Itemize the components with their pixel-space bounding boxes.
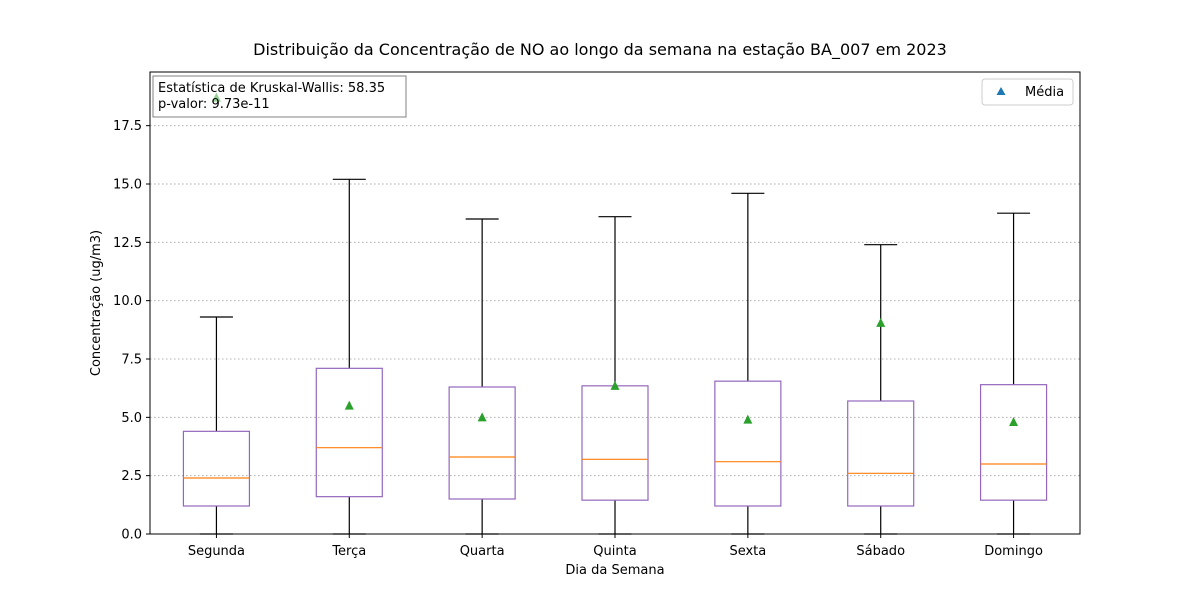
y-tick-label: 2.5 [121,469,142,484]
x-tick-label: Quarta [460,544,505,559]
box-plot-sábado [847,244,915,535]
x-tick-label: Quinta [593,544,636,559]
stats-annotation-line1: Estatística de Kruskal-Wallis: 58.35 [158,81,385,96]
stats-annotation: Estatística de Kruskal-Wallis: 58.35 p-v… [152,75,407,118]
box-plots [182,92,1048,535]
iqr-box [847,400,915,507]
box-plot-quarta [448,218,516,535]
mean-marker [743,414,753,424]
plot-frame [149,71,1081,535]
x-axis-label: Dia da Semana [565,563,664,578]
y-tick-label: 15.0 [113,178,142,193]
box-plot-segunda [182,92,251,535]
iqr-box [979,384,1048,501]
y-tick-label: 7.5 [121,353,142,368]
legend-marker-triangle [996,87,1006,95]
mean-marker [610,380,620,390]
iqr-box [315,367,383,498]
x-tick-label: Sábado [856,544,905,559]
mean-marker [477,412,487,422]
stats-annotation-box [152,75,407,118]
x-axis: Segunda Terça Quarta Quinta Sexta Sábado Domin… [188,534,1043,559]
y-tick-label: 10.0 [113,294,142,309]
legend-box [981,78,1074,106]
y-tick-label: 5.0 [121,411,142,426]
x-tick-label: Segunda [188,544,245,559]
legend: Média [981,78,1074,106]
y-axis: 0.0 2.5 5.0 7.5 10.0 12.5 15.0 17.5 [113,119,150,543]
y-axis-label: Concentração (ug/m3) [89,230,104,376]
iqr-box [581,385,649,501]
box-plot-sexta [714,192,782,535]
x-tick-label: Sexta [729,544,766,559]
legend-label: Média [1025,85,1064,100]
mean-marker [1009,417,1019,426]
x-tick-label: Domingo [984,544,1043,559]
iqr-box [448,386,516,500]
box-plot-quinta [581,216,649,535]
y-tick-label: 0.0 [121,528,142,543]
mean-marker [344,400,354,410]
box-plot-terça [315,178,383,535]
iqr-box [714,380,782,507]
x-tick-label: Terça [331,544,366,559]
y-tick-label: 12.5 [113,236,142,251]
iqr-box [182,430,251,507]
chart-title: Distribuição da Concentração de NO ao lo… [253,40,947,60]
y-tick-label: 17.5 [113,119,142,134]
box-plot-domingo [979,212,1048,535]
mean-marker [876,317,886,327]
stats-annotation-line2: p-valor: 9.73e-11 [158,97,270,112]
